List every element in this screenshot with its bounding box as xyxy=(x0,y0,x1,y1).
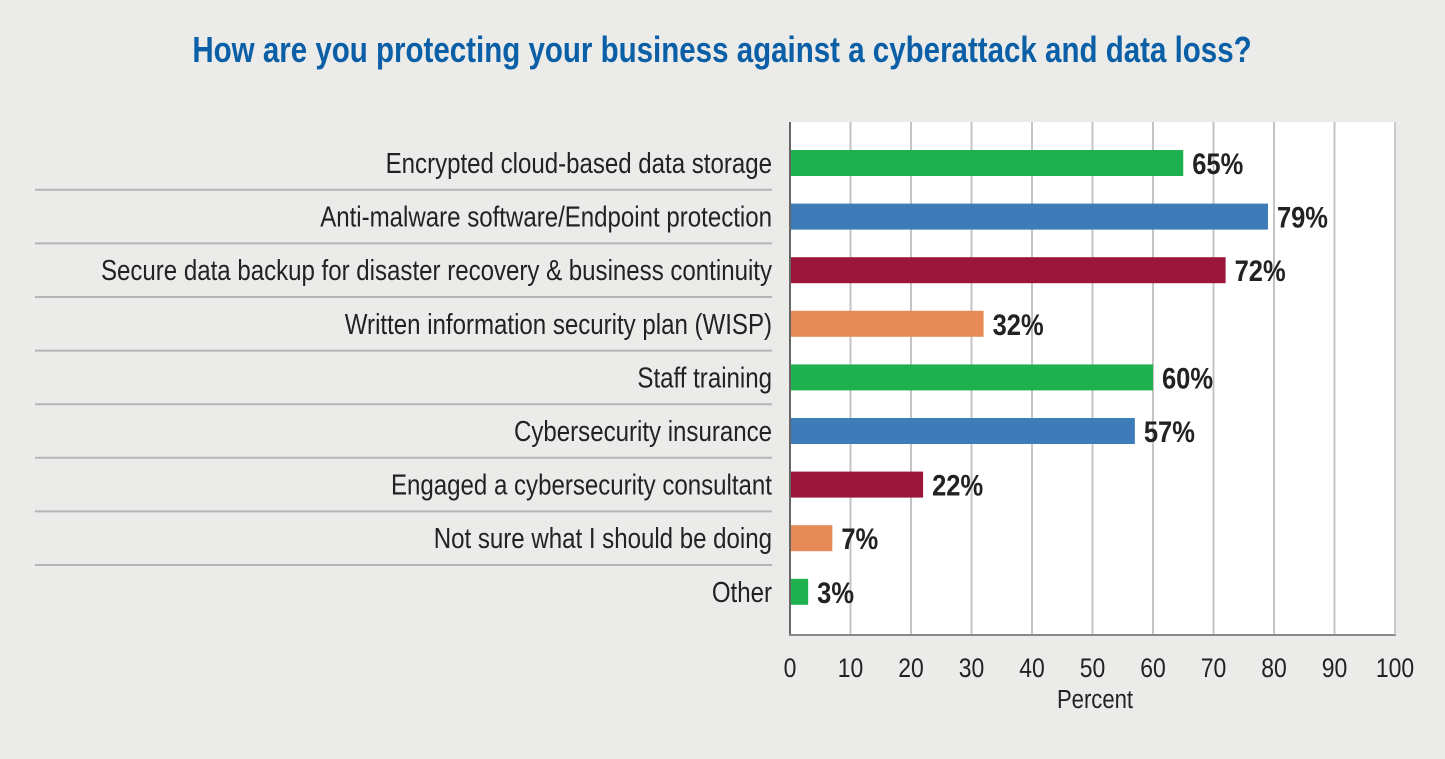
x-tick-label: 20 xyxy=(898,653,924,683)
x-tick-label: 40 xyxy=(1019,653,1045,683)
chart-title: How are you protecting your business aga… xyxy=(192,29,1251,69)
data-label: 57% xyxy=(1144,415,1195,448)
bar xyxy=(790,364,1153,391)
data-label: 3% xyxy=(817,576,854,609)
bar xyxy=(790,418,1135,444)
data-label: 65% xyxy=(1192,147,1243,180)
x-tick-label: 10 xyxy=(838,653,864,683)
category-label: Cybersecurity insurance xyxy=(514,415,772,448)
data-label: 7% xyxy=(841,522,878,555)
bar xyxy=(790,471,924,498)
bar xyxy=(790,310,984,337)
data-label: 22% xyxy=(932,469,983,502)
x-tick-label: 30 xyxy=(959,653,985,683)
bar xyxy=(790,203,1268,230)
category-label: Written information security plan (WISP) xyxy=(345,308,772,341)
bar xyxy=(790,525,833,552)
data-label: 60% xyxy=(1162,361,1213,394)
category-label: Secure data backup for disaster recovery… xyxy=(101,254,773,287)
x-axis-label: Percent xyxy=(1057,685,1133,714)
x-tick-label: 100 xyxy=(1376,653,1414,683)
bar xyxy=(790,578,809,605)
x-tick-label: 80 xyxy=(1261,653,1287,683)
category-label: Engaged a cybersecurity consultant xyxy=(391,468,773,501)
category-label: Not sure what I should be doing xyxy=(434,522,772,555)
data-label: 79% xyxy=(1277,201,1328,234)
x-tick-label: 50 xyxy=(1080,653,1106,683)
x-tick-label: 70 xyxy=(1201,653,1227,683)
category-label: Other xyxy=(712,576,772,609)
x-tick-label: 60 xyxy=(1140,653,1166,683)
data-label: 72% xyxy=(1235,254,1286,287)
category-label: Encrypted cloud-based data storage xyxy=(386,147,772,180)
category-label: Staff training xyxy=(637,361,772,394)
bar xyxy=(790,150,1184,176)
category-label: Anti-malware software/Endpoint protectio… xyxy=(320,200,772,233)
bar xyxy=(790,257,1226,284)
x-tick-label: 0 xyxy=(784,653,797,683)
x-tick-label: 90 xyxy=(1322,653,1348,683)
data-label: 32% xyxy=(993,308,1044,341)
